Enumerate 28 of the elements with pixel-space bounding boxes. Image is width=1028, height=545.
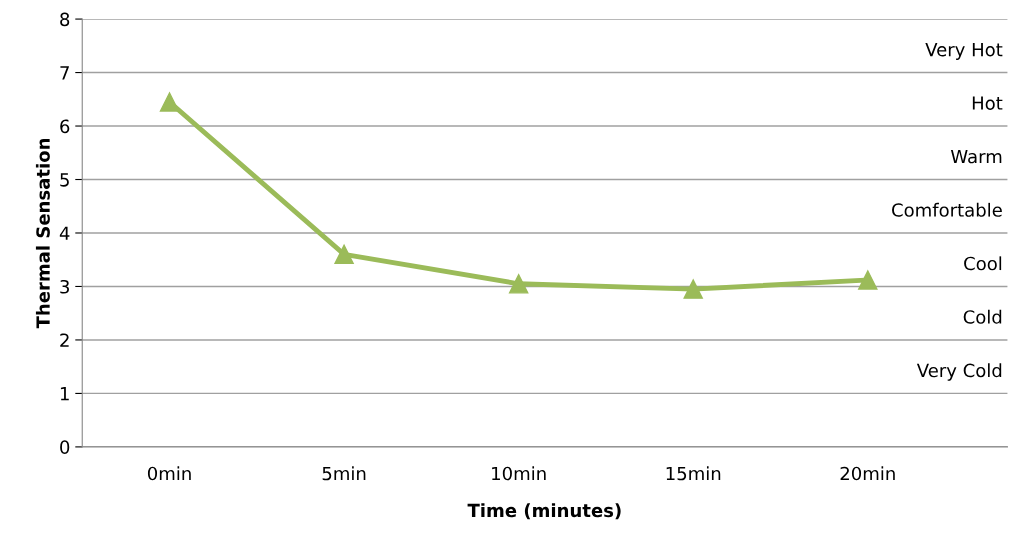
x-tick-label: 10min <box>492 466 546 481</box>
point <box>334 244 354 265</box>
y-tick-label: 6 <box>60 119 70 134</box>
y-tick-label: 0 <box>60 440 70 455</box>
annotation: Very Cold <box>916 363 1002 381</box>
point <box>858 270 878 290</box>
point <box>159 92 180 112</box>
x-tick-label: 20min <box>840 466 895 481</box>
annotation: Cold <box>963 309 1002 324</box>
y-tick-label: 7 <box>60 66 69 80</box>
y-tick-label: 3 <box>60 279 69 294</box>
x-tick-label: 15min <box>666 466 721 481</box>
annotation: Very Hot <box>925 42 1003 60</box>
annotation: Comfortable <box>892 202 1002 217</box>
y-tick-label: 5 <box>60 173 69 187</box>
y-axis-title: Thermal Sensation <box>35 138 50 329</box>
y-tick-label: 1 <box>60 387 69 401</box>
x-tick-label: 0min <box>147 466 191 481</box>
point <box>508 274 529 294</box>
annotation: Hot <box>972 96 1003 110</box>
annotation: Cool <box>964 256 1002 271</box>
x-axis-title: Time (minutes) <box>467 503 621 520</box>
x-tick-label: 5min <box>322 466 366 481</box>
y-tick-label: 8 <box>60 12 70 27</box>
y-tick-label: 2 <box>60 333 69 347</box>
point <box>683 279 703 299</box>
y-tick-label: 4 <box>59 226 70 240</box>
annotation: Warm <box>950 149 1002 164</box>
